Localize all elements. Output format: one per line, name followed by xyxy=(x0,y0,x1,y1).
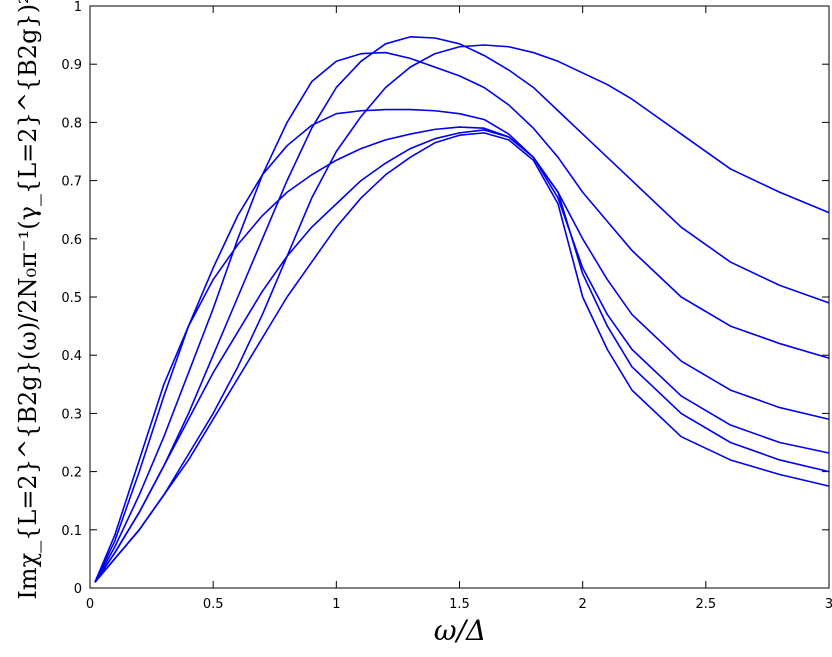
line xyxy=(94,36,830,583)
x-tick-label: 1.5 xyxy=(449,597,470,612)
x-tick-label: 2 xyxy=(579,597,587,612)
y-tick-label: 0.3 xyxy=(61,407,82,422)
x-tick-label: 0.5 xyxy=(203,597,224,612)
line xyxy=(94,129,830,583)
line xyxy=(94,132,830,583)
y-tick-label: 0.1 xyxy=(61,524,82,539)
line xyxy=(94,44,830,583)
y-tick-label: 0.6 xyxy=(61,233,82,248)
line xyxy=(94,126,830,583)
y-tick-label: 0.9 xyxy=(61,58,82,73)
y-tick-label: 0.8 xyxy=(61,116,82,131)
x-axis-label: ω/Δ xyxy=(434,614,487,647)
x-tick-label: 1 xyxy=(332,597,340,612)
line xyxy=(94,108,830,583)
x-tick-label: 3 xyxy=(825,597,832,612)
y-tick-label: 0.7 xyxy=(61,175,82,190)
line xyxy=(94,51,830,583)
y-tick-label: 0.2 xyxy=(61,466,82,481)
x-tick-label: 2.5 xyxy=(695,597,716,612)
x-tick-label: 0 xyxy=(86,597,94,612)
y-tick-label: 0.5 xyxy=(61,291,82,306)
y-tick-label: 0 xyxy=(74,582,82,597)
y-axis-label: Imχ_{L=2}^{B2g}(ω)/2N₀π⁻¹(γ_{L=2}^{B2g})… xyxy=(14,0,42,600)
y-tick-label: 1 xyxy=(74,0,82,15)
y-tick-label: 0.4 xyxy=(61,349,82,364)
